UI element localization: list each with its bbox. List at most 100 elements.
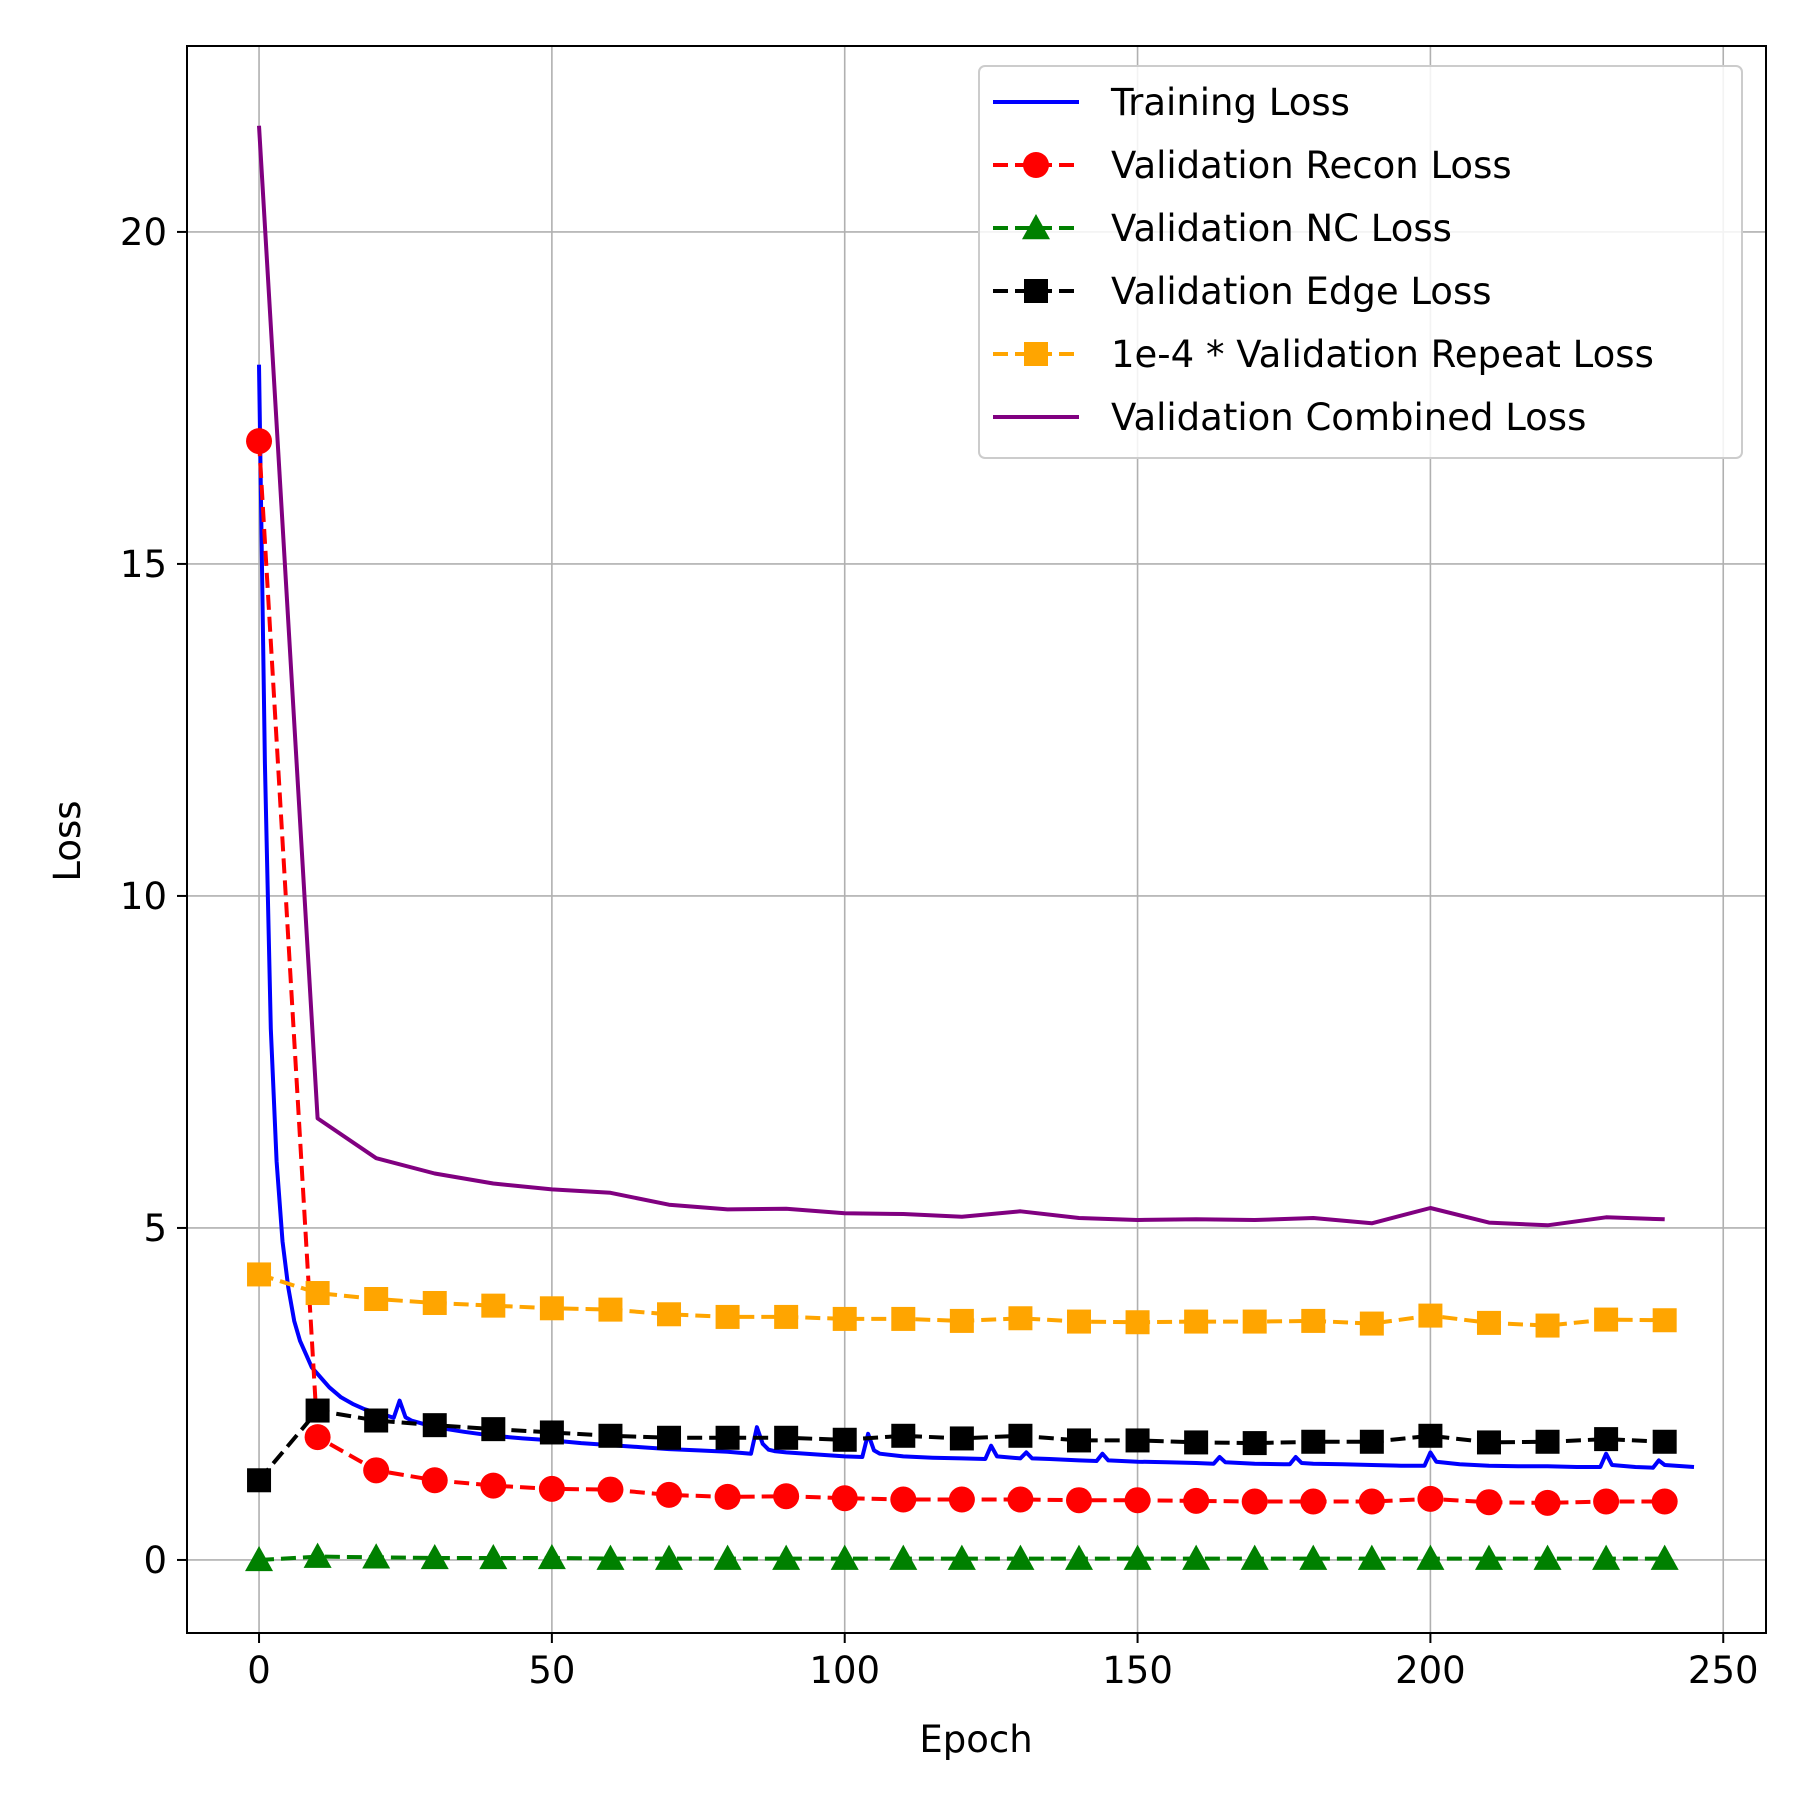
data-point <box>1006 1544 1035 1570</box>
legend-label: Validation Recon Loss <box>1111 144 1512 187</box>
x-tick-label: 100 <box>809 1649 880 1692</box>
y-axis-title: Loss <box>46 800 89 881</box>
data-point <box>949 1426 974 1451</box>
data-point <box>1300 1488 1327 1515</box>
data-point <box>303 1542 332 1568</box>
data-point <box>422 1290 447 1315</box>
data-point <box>1125 1428 1150 1453</box>
data-point <box>715 1425 740 1450</box>
data-point <box>1416 1544 1445 1570</box>
data-point <box>480 1472 507 1499</box>
series-line <box>257 125 1665 1228</box>
legend-box <box>978 65 1743 459</box>
data-point <box>1358 1488 1385 1515</box>
data-point <box>656 1481 683 1508</box>
data-point <box>1066 1309 1091 1334</box>
data-point <box>1184 1309 1209 1334</box>
data-point <box>1242 1431 1267 1456</box>
y-tick-label: 20 <box>120 211 167 254</box>
series-4 <box>247 1398 1677 1493</box>
legend-item: 1e-4 * Validation Repeat Loss <box>993 333 1654 376</box>
data-point <box>245 1545 274 1572</box>
data-point <box>1125 1310 1150 1335</box>
data-point <box>1535 1429 1560 1454</box>
data-point <box>1533 1544 1562 1570</box>
data-point <box>598 1423 623 1448</box>
data-point <box>422 1413 447 1438</box>
y-tick-label: 10 <box>120 875 167 918</box>
data-point <box>713 1544 742 1570</box>
series-line <box>257 440 1665 1505</box>
legend-label: 1e-4 * Validation Repeat Loss <box>1111 333 1654 376</box>
data-point <box>1650 1544 1679 1570</box>
data-point <box>363 1457 390 1484</box>
legend-swatch-marker <box>1024 279 1048 303</box>
data-point <box>1064 1544 1093 1570</box>
data-point <box>420 1543 449 1570</box>
data-point <box>304 1424 331 1451</box>
legend-label: Validation Combined Loss <box>1111 396 1586 439</box>
plot-frame <box>186 45 1767 1634</box>
data-point <box>537 1543 566 1570</box>
data-point <box>538 1475 565 1502</box>
data-point <box>1124 1487 1151 1514</box>
data-point <box>597 1476 624 1503</box>
data-point <box>1534 1489 1561 1516</box>
y-tick-label: 15 <box>120 543 167 586</box>
legend-item: Validation Edge Loss <box>993 270 1492 313</box>
legend-label: Validation Edge Loss <box>1111 270 1492 313</box>
data-point <box>949 1308 974 1333</box>
data-point <box>479 1543 508 1570</box>
data-point <box>832 1427 857 1452</box>
data-point <box>1474 1544 1503 1570</box>
data-point <box>539 1296 564 1321</box>
data-point <box>715 1304 740 1329</box>
data-point <box>1008 1423 1033 1448</box>
legend-item: Validation Recon Loss <box>993 144 1512 187</box>
data-point <box>1418 1303 1443 1328</box>
data-point <box>481 1293 506 1318</box>
data-point <box>1651 1488 1678 1515</box>
data-point <box>1357 1544 1386 1570</box>
data-point <box>832 1306 857 1331</box>
y-tick-label: 5 <box>143 1207 167 1250</box>
data-point <box>1417 1485 1444 1512</box>
legend-swatch-marker <box>1024 342 1048 366</box>
x-tick-label: 200 <box>1395 1649 1466 1692</box>
data-point <box>305 1398 330 1423</box>
data-point <box>774 1304 799 1329</box>
data-point <box>1418 1423 1443 1448</box>
data-point <box>596 1544 625 1570</box>
legend-swatch-marker <box>1022 214 1050 240</box>
data-point <box>1476 1310 1501 1335</box>
data-point <box>1182 1544 1211 1570</box>
x-tick-label: 250 <box>1688 1649 1759 1692</box>
data-point <box>657 1425 682 1450</box>
data-point <box>1241 1488 1268 1515</box>
data-point <box>1066 1428 1091 1453</box>
y-tick-label: 0 <box>143 1539 167 1582</box>
series-line <box>257 364 1695 1470</box>
series-3 <box>245 1542 1679 1572</box>
data-point <box>1593 1488 1620 1515</box>
series-2 <box>246 428 1678 1516</box>
data-point <box>1476 1430 1501 1455</box>
data-point <box>539 1420 564 1445</box>
legend-item: Validation NC Loss <box>993 207 1452 250</box>
data-point <box>1007 1486 1034 1513</box>
series-5 <box>247 1262 1677 1338</box>
data-point <box>1592 1544 1621 1570</box>
data-point <box>1652 1308 1677 1333</box>
data-point <box>831 1485 858 1512</box>
legend: Training Loss Validation Recon Loss Valida… <box>978 65 1743 459</box>
data-point <box>948 1486 975 1513</box>
legend-swatch-marker <box>1023 152 1049 178</box>
data-point <box>364 1408 389 1433</box>
x-tick-label: 50 <box>528 1649 575 1692</box>
data-point <box>1301 1429 1326 1454</box>
data-point <box>891 1306 916 1331</box>
ticks: 0 50 100 150 200 250 0 5 10 15 20 <box>120 211 1759 1692</box>
data-point <box>1299 1544 1328 1570</box>
